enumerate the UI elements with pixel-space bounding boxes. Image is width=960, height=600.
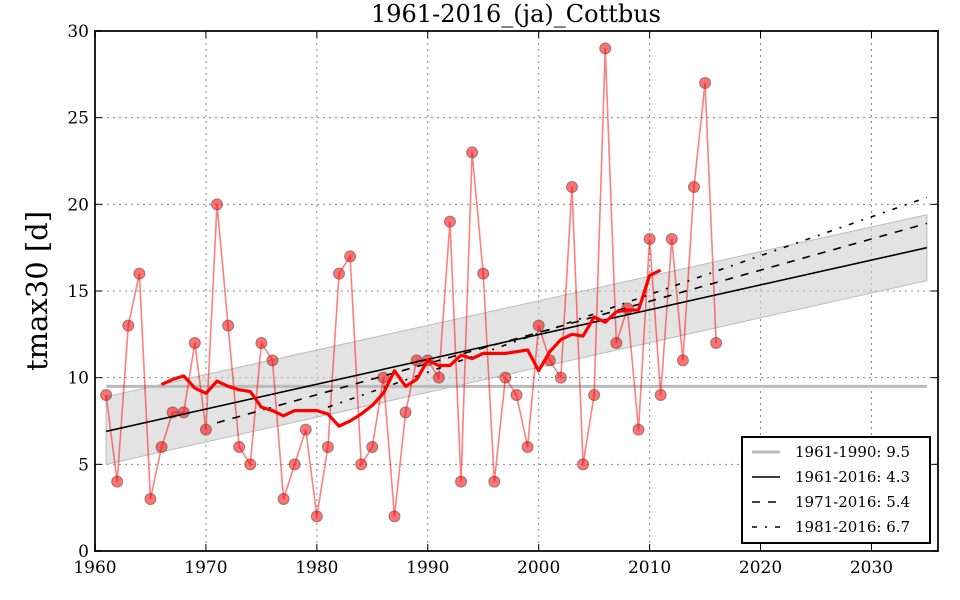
y-tick-label: 15: [67, 282, 89, 302]
legend-entry: 1981-2016: 6.7: [752, 518, 910, 536]
data-point: [388, 510, 401, 523]
data-point: [155, 441, 168, 453]
y-tick-label: 0: [78, 542, 89, 562]
data-point: [577, 458, 590, 471]
y-tick-label: 5: [78, 455, 89, 475]
data-point: [565, 181, 578, 193]
x-tick-label: 1990: [406, 558, 449, 578]
data-point: [499, 371, 512, 384]
data-point: [665, 233, 678, 245]
data-point: [643, 233, 656, 245]
data-point: [222, 319, 235, 332]
data-point: [100, 389, 113, 401]
data-point: [355, 458, 368, 471]
legend-label: 1961-2016: 4.3: [795, 468, 910, 486]
data-point: [111, 475, 124, 488]
trend-lines: [105, 196, 928, 433]
data-point: [399, 406, 412, 419]
y-axis-ticks: 0 5 10 15 20 25 30: [67, 22, 938, 562]
data-point: [133, 267, 146, 280]
data-point: [366, 441, 379, 453]
data-point: [477, 267, 490, 280]
data-point: [455, 475, 468, 488]
data-point: [710, 337, 723, 349]
data-point: [488, 475, 501, 488]
y-tick-label: 25: [67, 109, 89, 129]
x-tick-label: 1980: [295, 558, 338, 578]
trend-line-dashed: [216, 222, 928, 424]
data-point: [588, 389, 601, 401]
legend-entry: 1961-2016: 4.3: [752, 468, 910, 486]
data-point: [687, 181, 700, 193]
data-point: [233, 441, 246, 453]
chart-title: 1961-2016_(ja)_Cottbus: [371, 0, 661, 28]
data-point: [699, 77, 712, 89]
data-point: [443, 215, 456, 228]
data-point: [333, 267, 346, 280]
x-tick-label: 2030: [850, 558, 893, 578]
data-point: [344, 250, 357, 263]
trend-line-solid: [105, 246, 928, 433]
x-tick-label: 1960: [73, 558, 116, 578]
legend-label: 1961-1990: 9.5: [795, 443, 910, 461]
legend-label: 1981-2016: 6.7: [795, 518, 910, 536]
data-point: [122, 319, 135, 332]
data-point: [266, 354, 279, 367]
data-point: [532, 319, 545, 332]
data-point: [244, 458, 257, 471]
x-tick-label: 2020: [739, 558, 782, 578]
data-point: [610, 337, 623, 349]
data-point: [377, 371, 390, 384]
data-point: [521, 441, 534, 453]
legend-box: [741, 436, 931, 544]
data-point: [432, 371, 445, 384]
legend-entry: 1971-2016: 5.4: [752, 493, 910, 511]
running-mean-series: [160, 268, 662, 428]
data-point: [188, 337, 201, 349]
data-point: [211, 198, 224, 211]
x-tick-label: 2000: [517, 558, 560, 578]
x-tick-label: 2010: [628, 558, 671, 578]
x-tick-label: 1970: [184, 558, 227, 578]
x-axis-ticks: 1960 1970 1980 1990 2000 2010 2020 2030: [73, 31, 893, 578]
data-point: [199, 423, 212, 436]
data-point: [144, 493, 157, 505]
y-tick-label: 10: [67, 369, 89, 389]
legend-label: 1971-2016: 5.4: [795, 493, 910, 511]
data-point: [255, 337, 268, 349]
data-point: [299, 423, 312, 436]
data-point: [310, 510, 323, 523]
legend: 1961-1990: 9.5 1961-2016: 4.3 1971-2016:…: [741, 436, 931, 544]
data-point: [277, 493, 290, 505]
data-point: [288, 458, 301, 471]
y-tick-label: 20: [67, 195, 89, 215]
data-point: [177, 406, 190, 419]
data-point: [510, 389, 523, 401]
y-tick-label: 30: [67, 22, 89, 42]
data-point: [321, 441, 334, 453]
trend-line-dashdot: [327, 196, 928, 408]
data-point: [676, 354, 689, 367]
data-point: [654, 389, 667, 401]
running-mean-line: [160, 268, 662, 428]
legend-entry: 1961-1990: 9.5: [752, 443, 910, 461]
data-point: [466, 146, 479, 159]
data-point: [632, 423, 645, 436]
y-axis-label: tmax30 [d]: [20, 211, 54, 371]
data-point: [554, 371, 567, 384]
data-point: [599, 42, 612, 55]
